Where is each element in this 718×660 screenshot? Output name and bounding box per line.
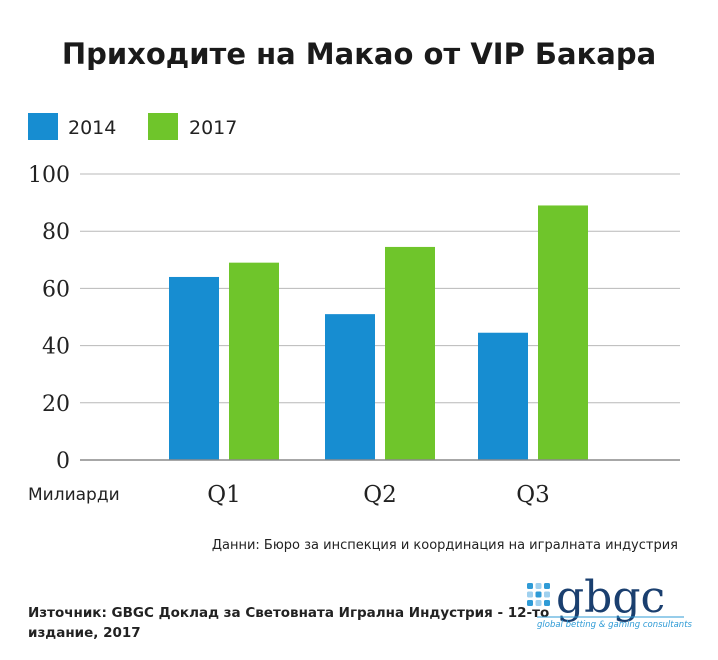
legend-label-2017: 2017 bbox=[189, 117, 237, 139]
x-tick-label: Q2 bbox=[363, 482, 397, 508]
bars bbox=[169, 205, 588, 460]
logo-dot bbox=[527, 600, 533, 606]
logo-wordmark: gbgc bbox=[556, 572, 665, 623]
logo-dot bbox=[527, 591, 533, 598]
logo-tagline: global betting & gaming consultants bbox=[537, 620, 693, 630]
logo-dot bbox=[544, 583, 550, 589]
logo-dot bbox=[535, 583, 542, 589]
legend-swatch-2017 bbox=[148, 113, 178, 140]
logo-dot bbox=[535, 600, 542, 606]
legend: 2014 2017 bbox=[28, 113, 237, 140]
source-line-1: Източник: GBGC Доклад за Световната Игра… bbox=[28, 605, 549, 621]
bar-2014-Q1 bbox=[169, 276, 219, 460]
bar-2017-Q1 bbox=[229, 262, 279, 460]
y-tick-label: 0 bbox=[56, 449, 70, 474]
legend-label-2014: 2014 bbox=[68, 117, 116, 139]
y-axis-ticks: 0 20 40 60 80 100 bbox=[28, 163, 70, 474]
data-note: Данни: Бюро за инспекция и координация н… bbox=[212, 538, 678, 553]
y-tick-label: 20 bbox=[42, 392, 70, 417]
source-line-2: издание, 2017 bbox=[28, 625, 141, 641]
x-axis-ticks: Q1 Q2 Q3 bbox=[207, 482, 550, 508]
logo-dot bbox=[527, 583, 533, 589]
logo-dots-icon bbox=[527, 583, 550, 606]
logo-dot bbox=[544, 600, 550, 606]
bar-2017-Q3 bbox=[538, 205, 588, 460]
y-tick-label: 40 bbox=[42, 335, 70, 360]
unit-label: Милиарди bbox=[28, 485, 120, 505]
y-tick-label: 80 bbox=[42, 220, 70, 245]
gbgc-logo: gbgc global betting & gaming consultants bbox=[527, 572, 693, 630]
legend-swatch-2014 bbox=[28, 113, 58, 140]
logo-dot bbox=[535, 591, 542, 598]
bar-2014-Q2 bbox=[325, 314, 375, 460]
x-tick-label: Q3 bbox=[516, 482, 550, 508]
chart-title: Приходите на Макао от VIP Бакара bbox=[62, 37, 656, 71]
logo-dot bbox=[544, 591, 550, 598]
bar-2017-Q2 bbox=[385, 246, 435, 460]
x-tick-label: Q1 bbox=[207, 482, 241, 508]
y-tick-label: 100 bbox=[28, 163, 70, 188]
bar-2014-Q3 bbox=[478, 332, 528, 460]
y-tick-label: 60 bbox=[42, 277, 70, 302]
